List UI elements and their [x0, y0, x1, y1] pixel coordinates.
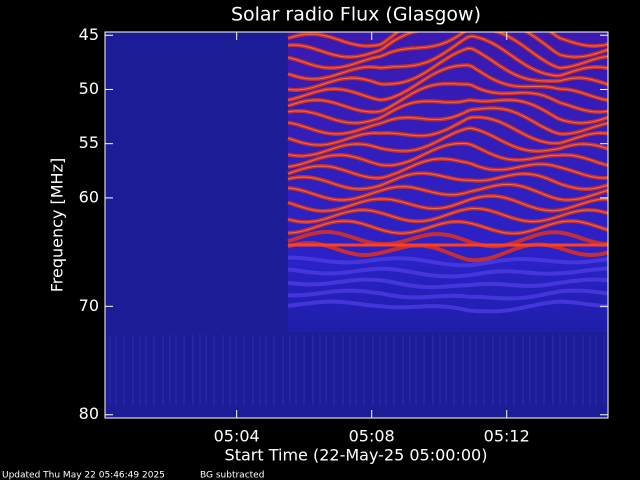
texture: [287, 35, 608, 80]
x-tick-label: 05:08: [349, 427, 395, 446]
x-axis-label: Start Time (22-May-25 05:00:00): [225, 446, 488, 465]
spectrogram-image: [109, 32, 608, 405]
texture: [287, 172, 608, 190]
texture: [287, 116, 608, 146]
x-tick-label: 05:04: [214, 427, 260, 446]
y-tick-label: 45: [79, 25, 99, 44]
texture: [287, 158, 608, 179]
texture: [287, 266, 608, 279]
texture: [287, 107, 608, 135]
texture: [287, 183, 608, 201]
texture: [287, 277, 608, 290]
texture: [287, 220, 608, 234]
texture: [287, 288, 608, 301]
texture: [287, 230, 608, 249]
texture: [287, 208, 608, 223]
y-tick-label: 80: [79, 404, 99, 423]
texture: [287, 32, 608, 69]
texture: [287, 32, 608, 58]
y-axis-label: Frequency [MHz]: [48, 158, 67, 292]
texture: [287, 240, 608, 263]
texture: [287, 32, 608, 47]
y-tick-label: 70: [79, 296, 99, 315]
footer-note: BG subtracted: [200, 471, 264, 480]
texture: [287, 47, 608, 91]
texture: [287, 143, 608, 168]
plot-frame: [104, 31, 609, 419]
y-tick-label: 55: [79, 133, 99, 152]
texture: [287, 64, 608, 101]
texture: [287, 83, 608, 113]
y-tick-label: 60: [79, 187, 99, 206]
chart-title: Solar radio Flux (Glasgow): [231, 4, 481, 26]
y-tick-label: 50: [79, 79, 99, 98]
texture: [288, 255, 608, 268]
x-tick-label: 05:12: [484, 427, 530, 446]
footer-updated: Updated Thu May 22 05:46:49 2025: [2, 471, 165, 480]
texture: [287, 127, 608, 157]
texture: [287, 99, 608, 124]
texture: [287, 195, 608, 212]
texture: [287, 299, 608, 314]
